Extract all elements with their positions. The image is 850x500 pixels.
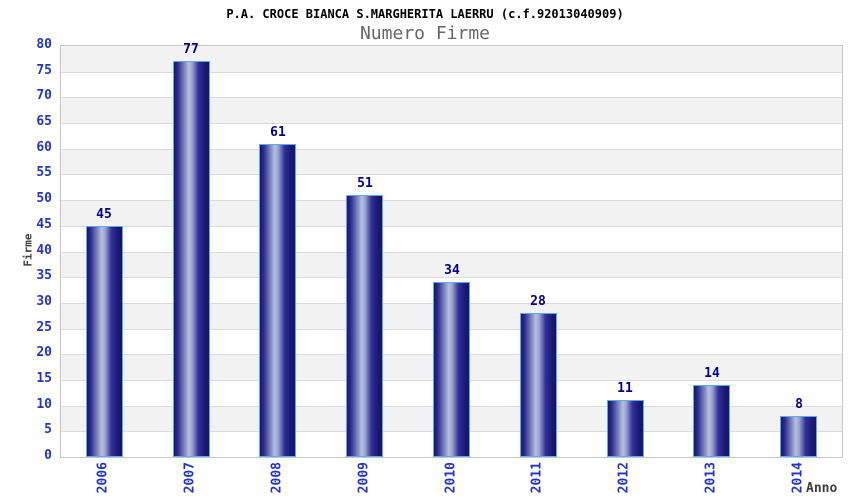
x-tick-label: 2013 <box>703 462 719 494</box>
y-tick-label: 80 <box>36 37 52 52</box>
bar-2010 <box>433 282 470 457</box>
bar-2008 <box>259 144 296 457</box>
bar-value-label: 28 <box>530 294 546 309</box>
y-axis-ticks: 0 5 10 15 20 25 30 35 40 45 50 55 60 65 70 75 80 <box>0 37 52 463</box>
bar-2014 <box>780 416 817 457</box>
x-tick-label: 2011 <box>529 462 545 494</box>
gridline <box>61 97 842 99</box>
gridline <box>61 251 842 253</box>
gridline <box>61 225 842 227</box>
bar-value-label: 45 <box>96 207 112 222</box>
y-tick-label: 50 <box>36 191 52 206</box>
bar-value-label: 61 <box>270 125 286 140</box>
x-tick-label: 2008 <box>269 462 285 494</box>
x-tick-label: 2010 <box>443 462 459 494</box>
y-tick-label: 35 <box>36 268 52 283</box>
gridline <box>61 123 842 125</box>
bar-value-label: 8 <box>795 397 803 412</box>
bar-2013 <box>693 385 730 457</box>
chart-subtitle: Numero Firme <box>359 23 491 44</box>
x-axis-label: Anno <box>806 481 838 496</box>
gridline <box>61 200 842 202</box>
bar-2006 <box>86 226 123 457</box>
gridline <box>61 148 842 150</box>
bar-value-label: 77 <box>183 42 199 57</box>
y-tick-label: 10 <box>36 397 52 412</box>
bar-value-label: 51 <box>357 176 373 191</box>
y-tick-label: 15 <box>36 371 52 386</box>
y-tick-label: 25 <box>36 320 52 335</box>
x-tick-label: 2006 <box>95 462 111 494</box>
y-tick-label: 60 <box>36 140 52 155</box>
chart-title: P.A. CROCE BIANCA S.MARGHERITA LAERRU (c… <box>226 7 624 21</box>
x-tick-label: 2014 <box>790 462 806 494</box>
bar-value-label: 14 <box>704 366 720 381</box>
y-tick-label: 0 <box>44 448 52 463</box>
y-tick-label: 45 <box>36 217 52 232</box>
x-axis-ticks: 2006 2007 2008 2009 2010 2011 2012 2013 2014 <box>60 462 841 500</box>
gridline <box>61 174 842 176</box>
gridline <box>61 71 842 73</box>
y-tick-label: 5 <box>44 422 52 437</box>
y-tick-label: 30 <box>36 294 52 309</box>
gridline <box>61 277 842 279</box>
x-tick-label: 2009 <box>356 462 372 494</box>
bar-2012 <box>607 400 644 457</box>
bar-2009 <box>346 195 383 457</box>
bar-value-label: 34 <box>444 263 460 278</box>
bar-2011 <box>520 313 557 457</box>
bar-2007 <box>173 61 210 457</box>
y-tick-label: 70 <box>36 88 52 103</box>
plot-area: 45 77 61 51 34 28 11 14 8 <box>60 42 843 458</box>
x-tick-label: 2012 <box>616 462 632 494</box>
y-tick-label: 55 <box>36 165 52 180</box>
y-tick-label: 40 <box>36 243 52 258</box>
y-tick-label: 75 <box>36 63 52 78</box>
y-tick-label: 65 <box>36 114 52 129</box>
x-tick-label: 2007 <box>182 462 198 494</box>
y-tick-label: 20 <box>36 345 52 360</box>
bar-value-label: 11 <box>617 381 633 396</box>
